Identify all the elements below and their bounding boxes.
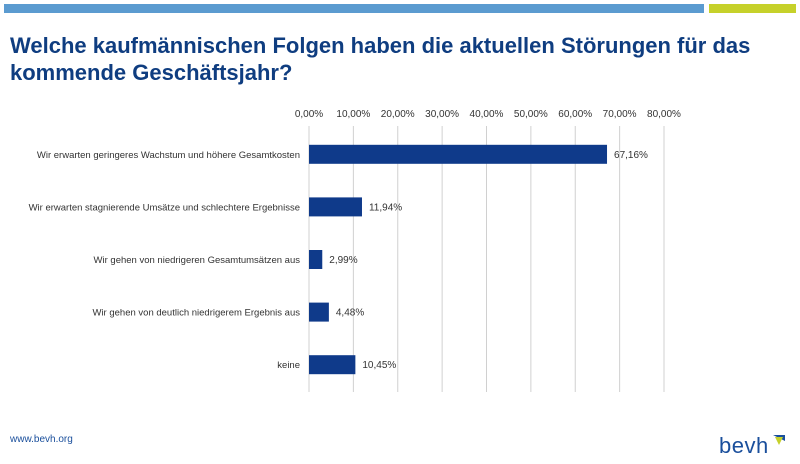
bar [309,355,356,375]
x-tick-label: 40,00% [470,109,504,120]
bevh-logo: bevh [719,433,785,459]
category-label: Wir erwarten geringeres Wachstum und höh… [37,150,300,161]
data-label: 10,45% [362,360,396,371]
logo-mark-icon [772,435,785,445]
footer-url[interactable]: www.bevh.org [10,434,73,445]
category-label: Wir erwarten stagnierende Umsätze und sc… [29,202,300,213]
data-label: 2,99% [329,255,357,266]
data-label: 4,48% [336,308,364,319]
logo-text: bevh [719,433,769,458]
category-label: Wir gehen von deutlich niedrigerem Ergeb… [92,308,300,319]
x-tick-label: 70,00% [603,109,637,120]
data-label: 67,16% [614,150,648,161]
x-tick-label: 80,00% [647,109,681,120]
x-tick-label: 50,00% [514,109,548,120]
x-tick-label: 20,00% [381,109,415,120]
top-accent-bar-lime [709,4,796,13]
top-accent-bar-blue [4,4,704,13]
data-label: 11,94% [369,202,402,213]
bar [309,197,362,217]
page-title: Welche kaufmännischen Folgen haben die a… [10,33,751,85]
category-label: keine [277,360,300,371]
bar [309,250,323,269]
bar [309,302,329,322]
x-tick-label: 30,00% [425,109,459,120]
x-tick-label: 60,00% [558,109,592,120]
x-tick-label: 10,00% [336,109,370,120]
bar [309,144,608,164]
x-tick-label: 0,00% [295,109,323,120]
category-label: Wir gehen von niedrigeren Gesamtumsätzen… [94,255,301,266]
